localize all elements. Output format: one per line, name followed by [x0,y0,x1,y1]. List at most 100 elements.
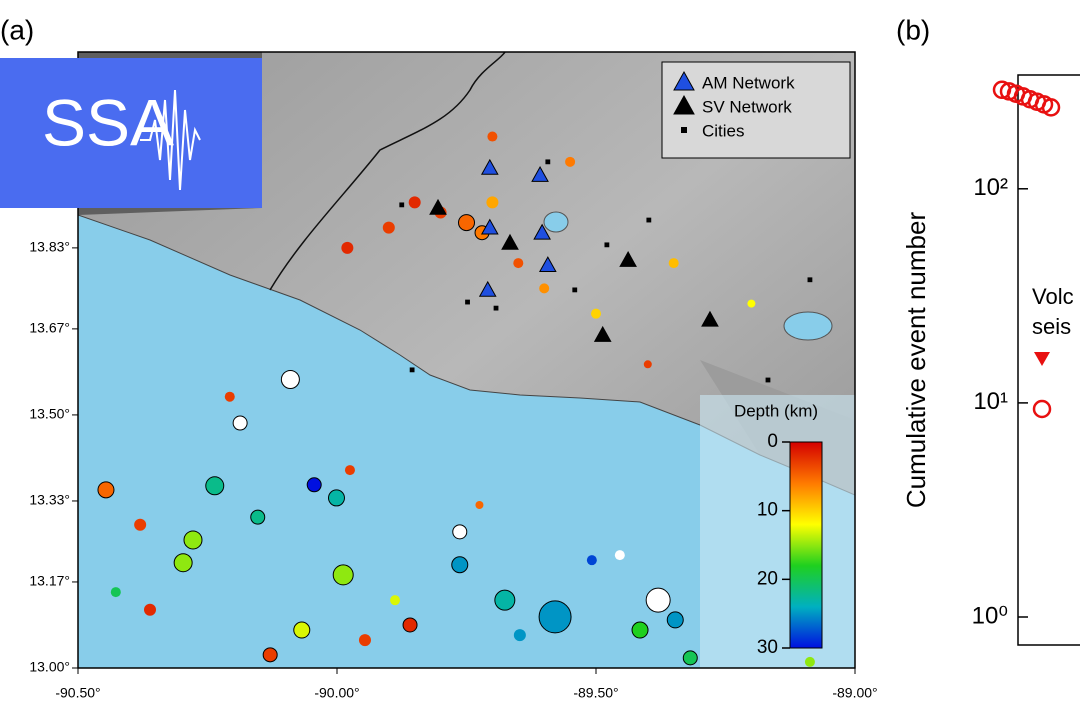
city [765,377,771,383]
event [494,589,516,611]
y-tick-label: 13.17° [29,573,70,589]
y-tick-label: 10² [973,174,1008,201]
logo-text: SSA [42,85,174,159]
event [591,308,601,319]
x-tick-label: -89.00° [832,685,877,701]
logo-wave [140,89,201,191]
event [402,617,418,633]
colorbar [789,441,823,649]
event [408,196,421,209]
event [475,501,484,510]
event [306,477,322,493]
station [478,280,497,297]
colorbar-tick-label: 10 [757,500,778,521]
city [399,202,405,208]
event [666,611,684,629]
event [487,131,498,142]
station [593,325,612,342]
event [645,587,671,613]
legend-marker [1034,352,1050,366]
event [682,650,698,666]
city [409,367,415,373]
event [614,550,625,561]
event [173,553,193,573]
plot-marks [992,80,1061,117]
y-tick-label: 13.83° [29,239,70,255]
legend-box [661,61,851,159]
city [604,242,610,248]
event [344,465,355,476]
event [747,299,756,308]
event [631,621,649,639]
city [545,159,551,165]
city [646,217,652,223]
colorbar-title: Depth (km) [734,401,818,420]
station [619,251,637,267]
map-frame [77,51,856,669]
legend-title: Volc [1032,284,1074,309]
legend-label: Cities [702,121,745,140]
event [452,524,468,540]
plot-frame [1017,74,1080,646]
legend-marker [673,94,695,115]
station [701,310,719,327]
event [565,156,576,167]
event [586,555,597,566]
legend-label: AM Network [702,73,795,92]
colorbar-tick-label: 0 [767,431,778,452]
station [531,165,549,182]
x-tick-label: -90.50° [55,685,100,701]
event [144,603,157,616]
event [293,621,311,639]
event [280,369,300,389]
event [358,634,371,647]
x-tick-label: -89.50° [573,685,618,701]
station [533,223,551,240]
event [513,258,524,269]
x-tick-label: -90.00° [314,685,359,701]
event [804,656,815,667]
panel-label: (a) [0,14,34,45]
city [572,287,578,293]
event [458,214,475,232]
event [183,530,203,550]
event [110,587,121,598]
event [224,391,235,402]
y-tick-label: 13.00° [29,659,70,675]
y-tick-label: 13.33° [29,492,70,508]
station [538,256,557,272]
event [327,489,345,507]
y-tick-label: 13.67° [29,320,70,336]
event [538,600,572,634]
event [262,647,278,663]
event [332,564,354,586]
event [382,221,395,234]
legend-marker [681,127,687,133]
y-axis-title: Cumulative event number [901,212,931,509]
event [232,415,248,431]
point [1041,98,1061,117]
event [341,241,354,254]
station [501,233,519,250]
city [807,277,813,283]
city [465,299,470,305]
event [205,476,225,496]
event [134,518,147,531]
map-marks [97,131,815,667]
event [668,258,679,269]
event [539,283,550,294]
event [250,509,266,525]
event [390,595,401,606]
station [480,218,499,235]
event [513,629,526,642]
city [493,305,499,311]
event [97,481,115,499]
y-tick-label: 10¹ [973,388,1008,415]
logo-box [0,58,262,208]
station [429,198,447,215]
event [643,360,652,369]
event [486,196,499,209]
event [451,556,469,574]
colorbar-tick-label: 30 [757,637,778,658]
